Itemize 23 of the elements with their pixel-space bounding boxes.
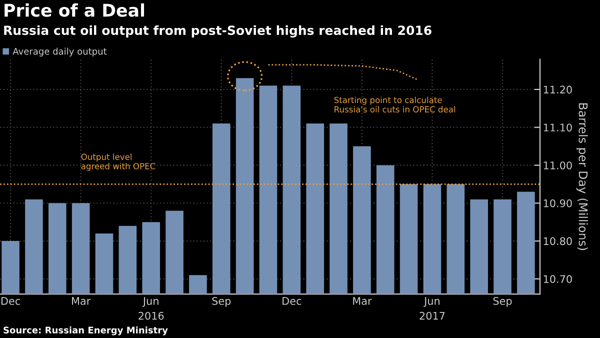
x-tick-label: Jun — [142, 297, 158, 307]
y-tick-label: 10.80 — [544, 237, 572, 246]
x-tick-label: Mar — [353, 297, 372, 305]
y-tick-label: 11.00 — [544, 161, 572, 170]
y-tick-label: 10.70 — [544, 275, 572, 284]
chart-subtitle: Russia cut oil output from post-Soviet highs reached in 2016 — [4, 25, 432, 38]
y-axis-title: Barrels per Day (Millions) — [576, 103, 588, 250]
x-tick-label: Mar — [72, 297, 91, 305]
y-tick-label: 11.20 — [544, 86, 572, 94]
ref-line-label: Output level agreed with OPEC — [81, 154, 156, 171]
x-tick-label: Sep — [212, 297, 231, 307]
legend-label: Average daily output — [12, 48, 107, 56]
chart-title: Price of a Deal — [4, 3, 144, 17]
x-tick-label: Dec — [282, 297, 302, 305]
source-note: Source: Russian Energy Ministry — [4, 326, 168, 336]
x-tick-label: Dec — [1, 297, 20, 305]
y-tick-label: 11.10 — [544, 124, 572, 132]
x-tick-label: Jun — [424, 297, 440, 307]
text: 2017 — [420, 312, 445, 320]
text: 2016 — [138, 312, 164, 320]
y-tick-label: 10.90 — [544, 199, 572, 208]
x-tick-label: Sep — [493, 297, 512, 307]
annotation: Starting point to calculate Russia's oil cuts in OPEC deal — [334, 96, 456, 112]
